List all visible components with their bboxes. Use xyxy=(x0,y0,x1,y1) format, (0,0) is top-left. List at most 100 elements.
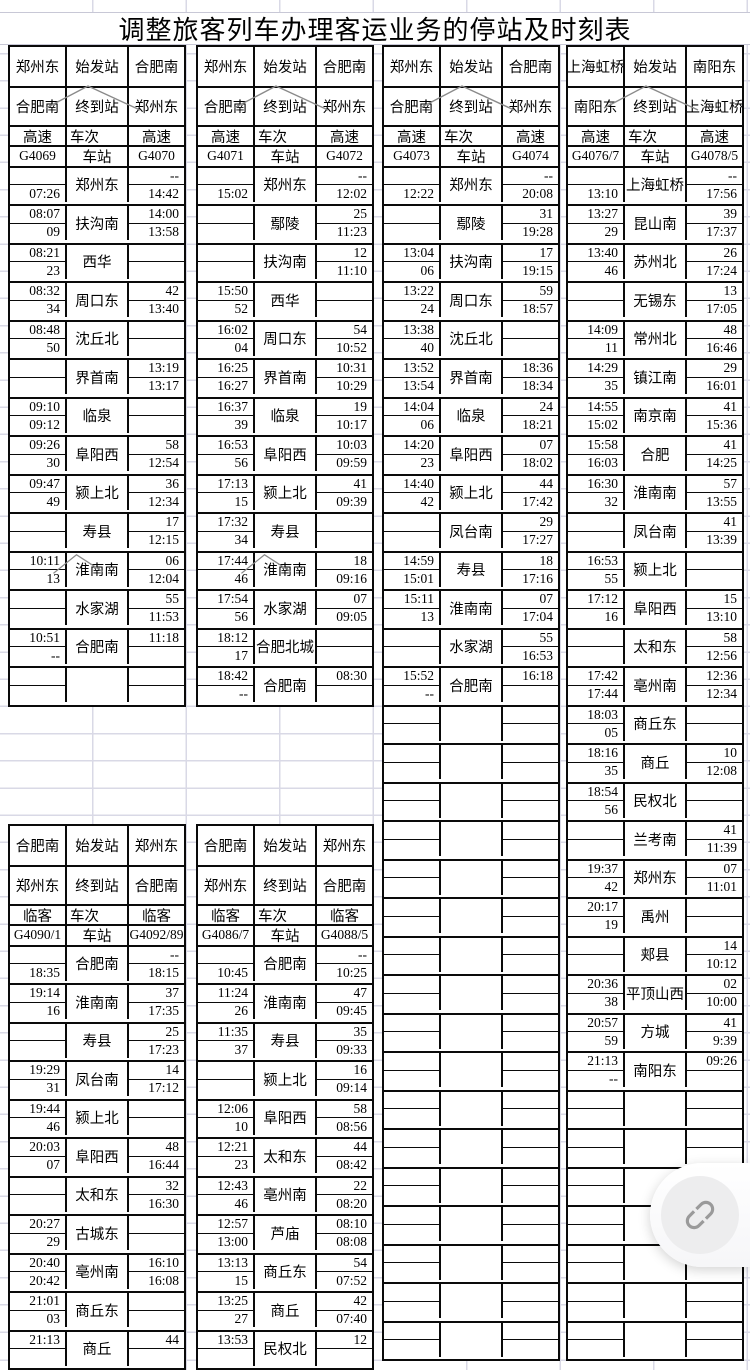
up-departure-cell: 18:02 xyxy=(522,455,553,471)
up-departure-cell: 13:39 xyxy=(706,532,737,548)
station-row: 17:42 17:44 亳州南 12:36 12:34 xyxy=(568,666,742,705)
down-arrival-cell: 08:48 xyxy=(10,322,65,340)
header-row: 合肥南 始发站 郑州东 xyxy=(10,826,184,865)
station-name-cell xyxy=(439,937,503,972)
down-arrival-cell: 09:26 xyxy=(10,437,65,455)
terminal-label: 终到站 xyxy=(253,88,317,125)
up-arrival-cell: 09:26 xyxy=(687,1053,742,1071)
station-label: 车站 xyxy=(623,147,687,166)
station-name-cell: 平顶山西 xyxy=(623,976,687,1011)
up-departure-cell xyxy=(503,763,558,780)
empty-row xyxy=(384,1012,558,1052)
up-arrival-cell: 11:18 xyxy=(129,630,184,648)
station-name-cell xyxy=(439,706,503,741)
station-row: 20:57 59 方城 41 9:39 xyxy=(568,1012,742,1052)
up-arrival-cell: 07 xyxy=(687,861,742,879)
station-row: 16:02 04 周口东 54 10:52 xyxy=(198,319,372,359)
down-arrival-cell: 17:42 xyxy=(568,668,623,686)
down-departure-cell xyxy=(568,1225,623,1242)
station-name-cell: 颍上北 xyxy=(623,552,687,587)
down-arrival-cell xyxy=(568,1169,623,1187)
station-row: 13:27 29 昆山南 39 17:37 xyxy=(568,204,742,243)
up-departure-cell: 14:42 xyxy=(148,185,179,201)
up-arrival-cell: 10:03 xyxy=(317,437,372,455)
down-arrival-cell xyxy=(568,822,623,840)
down-departure-cell xyxy=(384,1109,439,1126)
station-name-cell: 水家湖 xyxy=(253,591,317,626)
down-arrival-cell: 21:13 xyxy=(10,1332,65,1350)
header-row: G4073 车站 G4074 xyxy=(384,145,558,166)
station-row: 水家湖 55 16:53 xyxy=(384,627,558,667)
station-row: 18:03 05 商丘东 xyxy=(568,704,742,744)
terminal-station-down: 合肥南 xyxy=(203,100,248,116)
terminal-label: 终到站 xyxy=(253,867,317,904)
up-departure-cell: 11:53 xyxy=(148,609,179,625)
up-arrival-cell xyxy=(503,1284,558,1302)
origin-station-up: 合肥南 xyxy=(508,60,553,76)
station-row: 17:13 15 颍上北 41 09:39 xyxy=(198,473,372,513)
station-row: 16:53 55 颍上北 xyxy=(568,550,742,590)
down-arrival-cell xyxy=(384,1015,439,1033)
down-departure-cell: 16:03 xyxy=(587,455,618,471)
station-row: 13:04 06 扶沟南 17 19:15 xyxy=(384,242,558,282)
down-departure-cell: -- xyxy=(239,686,248,702)
station-name-cell: 镇江南 xyxy=(623,360,687,395)
down-arrival-cell: 16:02 xyxy=(198,322,253,340)
up-arrival-cell xyxy=(129,322,184,340)
empty-row xyxy=(384,935,558,975)
station-name-cell xyxy=(439,899,503,934)
down-arrival-cell xyxy=(384,514,439,532)
train-number-down: G4090/1 xyxy=(13,927,62,943)
down-arrival-cell xyxy=(198,168,253,186)
train-no-label: 车次 xyxy=(439,127,503,145)
down-arrival-cell xyxy=(568,1323,623,1341)
station-name-cell: 临泉 xyxy=(253,398,317,433)
down-arrival-cell: 20:57 xyxy=(568,1015,623,1033)
train-number-down: G4076/7 xyxy=(571,148,620,164)
down-arrival-cell xyxy=(384,1284,439,1302)
station-label: 车站 xyxy=(253,926,317,945)
up-departure-cell: 11:10 xyxy=(336,262,367,278)
down-departure-cell: 37 xyxy=(234,1041,249,1057)
up-arrival-cell xyxy=(503,1207,558,1225)
down-departure-cell: 17:44 xyxy=(587,686,618,702)
down-arrival-cell: 17:44 xyxy=(198,553,253,571)
header-row: 郑州东 始发站 合肥南 xyxy=(198,47,372,86)
up-arrival-cell xyxy=(503,1053,558,1071)
up-departure-cell: 16:01 xyxy=(706,378,737,394)
station-name-cell: 周口东 xyxy=(65,283,129,318)
station-name-cell: 郑州东 xyxy=(439,167,503,202)
down-departure-cell: 35 xyxy=(604,378,619,394)
down-departure-cell: 12:22 xyxy=(403,185,434,201)
up-arrival-cell: 44 xyxy=(317,1139,372,1157)
station-name-cell: 界首南 xyxy=(65,360,129,395)
station-row: 15:58 16:03 合肥 41 14:25 xyxy=(568,435,742,474)
station-name-cell: 淮南南 xyxy=(623,475,687,510)
floating-link-button[interactable] xyxy=(650,1163,750,1267)
station-name-cell: 芦庙 xyxy=(253,1216,317,1251)
station-name-cell: 淮南南 xyxy=(439,591,503,626)
station-row: 17:54 56 水家湖 07 09:05 xyxy=(198,589,372,628)
station-row: 15:02 郑州东 -- 12:02 xyxy=(198,165,372,205)
station-row: 17:32 34 寿县 xyxy=(198,512,372,551)
up-departure-cell xyxy=(503,840,558,857)
down-departure-cell: 46 xyxy=(234,570,249,586)
down-departure-cell: 06 xyxy=(420,416,435,432)
up-arrival-cell: 17 xyxy=(503,245,558,263)
down-arrival-cell: 16:37 xyxy=(198,399,253,417)
header-row: 高速 车次 高速 xyxy=(384,125,558,145)
station-row: 20:36 38 平顶山西 02 10:00 xyxy=(568,974,742,1013)
up-departure-cell xyxy=(317,647,372,664)
station-row: 太和东 32 16:30 xyxy=(10,1175,184,1215)
station-row: 18:54 56 民权北 xyxy=(568,781,742,821)
header-row: 临客 车次 临客 xyxy=(198,904,372,924)
up-arrival-cell xyxy=(317,514,372,532)
up-departure-cell: 12:34 xyxy=(148,493,179,509)
down-departure-cell xyxy=(384,840,439,857)
up-arrival-cell: 16 xyxy=(317,1062,372,1080)
down-arrival-cell xyxy=(384,1092,439,1110)
up-arrival-cell: 16:10 xyxy=(129,1255,184,1273)
station-row: 13:38 40 沈丘北 xyxy=(384,319,558,359)
station-name-cell xyxy=(65,668,129,703)
train-no-label: 车次 xyxy=(623,127,687,145)
